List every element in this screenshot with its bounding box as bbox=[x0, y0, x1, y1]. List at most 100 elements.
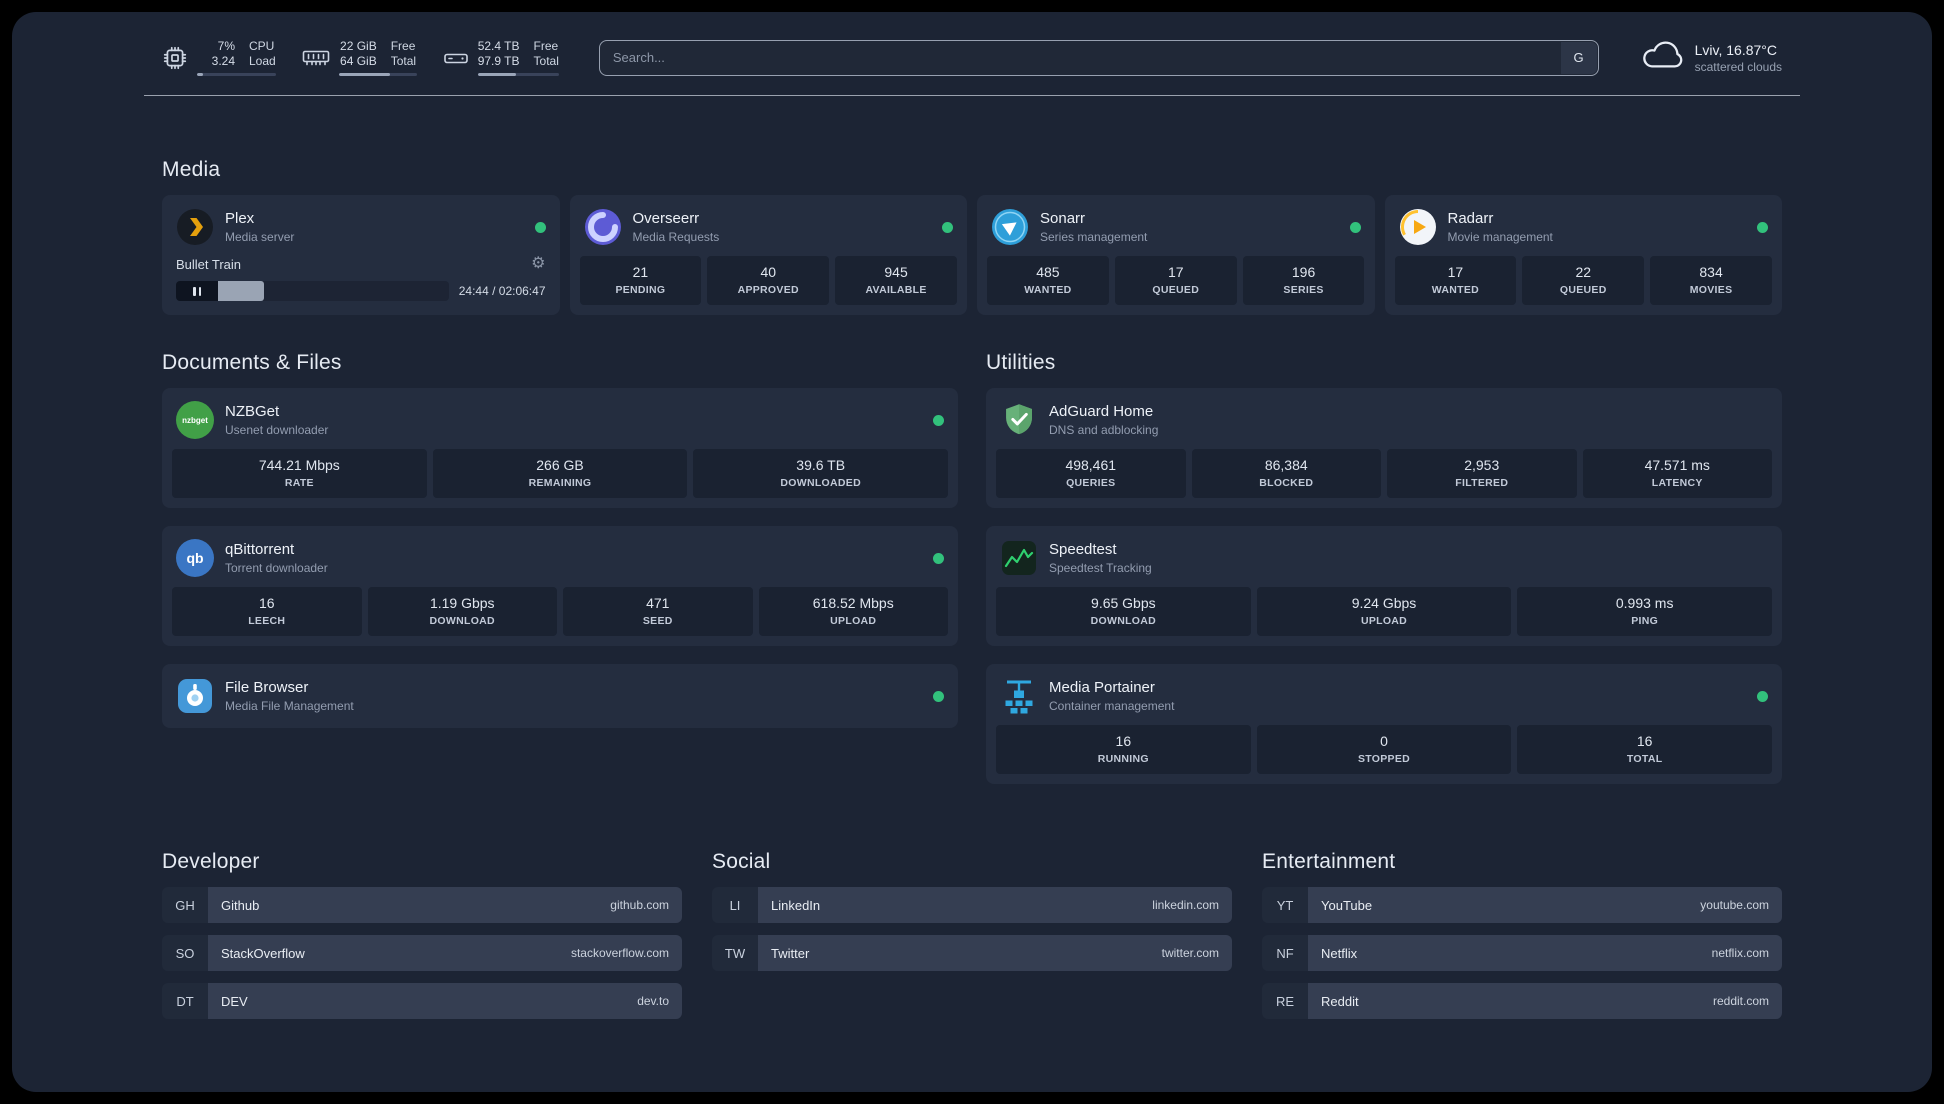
bookmark-name: Twitter bbox=[771, 945, 810, 961]
section-title-entertainment: Entertainment bbox=[1262, 850, 1396, 873]
stat-pending: 21 PENDING bbox=[579, 256, 702, 305]
memory-icon bbox=[302, 48, 330, 68]
cpu-load-value: 3.24 bbox=[211, 54, 235, 68]
service-desc: Media Requests bbox=[632, 230, 720, 244]
bookmark-github[interactable]: GH Github github.com bbox=[162, 887, 682, 923]
bookmark-name: Github bbox=[221, 897, 260, 913]
card-filebrowser[interactable]: File Browser Media File Management bbox=[162, 664, 958, 728]
card-nzbget[interactable]: nzbget NZBGet Usenet downloader 744.21 M… bbox=[162, 388, 958, 508]
service-desc: Media server bbox=[225, 230, 295, 244]
pause-button[interactable] bbox=[176, 281, 218, 301]
bookmark-name: YouTube bbox=[1321, 897, 1373, 913]
top-bar: 7% 3.24 CPU Load bbox=[162, 38, 1782, 77]
search: G bbox=[598, 39, 1599, 76]
cpu-label: CPU bbox=[249, 39, 275, 53]
bookmark-netflix[interactable]: NF Netflix netflix.com bbox=[1262, 935, 1782, 971]
playback-progress-bar[interactable] bbox=[218, 281, 449, 301]
stat-queued: 22 QUEUED bbox=[1522, 256, 1645, 305]
radarr-icon bbox=[1399, 208, 1437, 246]
bookmark-url: twitter.com bbox=[1161, 946, 1219, 960]
bookmark-dev[interactable]: DT DEV dev.to bbox=[162, 983, 682, 1019]
portainer-icon bbox=[1000, 677, 1038, 715]
bookmark-group-social: Social LI LinkedIn linkedin.com TW Twitt… bbox=[712, 850, 1232, 1031]
bookmark-twitter[interactable]: TW Twitter twitter.com bbox=[712, 935, 1232, 971]
card-speedtest[interactable]: Speedtest Speedtest Tracking 9.65 Gbps D… bbox=[986, 526, 1782, 646]
cpu-widget: 7% 3.24 CPU Load bbox=[162, 39, 276, 76]
stat-upload: 618.52 Mbps UPLOAD bbox=[758, 587, 948, 636]
bookmark-linkedin[interactable]: LI LinkedIn linkedin.com bbox=[712, 887, 1232, 923]
disk-total-label: Total bbox=[533, 54, 559, 68]
bookmark-url: youtube.com bbox=[1700, 898, 1769, 912]
stat-remaining: 266 GB REMAINING bbox=[432, 449, 688, 498]
cpu-percent: 7% bbox=[217, 39, 235, 53]
cpu-icon bbox=[162, 45, 188, 71]
search-provider-button[interactable]: G bbox=[1560, 41, 1597, 74]
stat-rate: 744.21 Mbps RATE bbox=[172, 449, 427, 498]
disk-usage-bar bbox=[477, 73, 559, 76]
card-overseerr[interactable]: Overseerr Media Requests 21 PENDING 40 A… bbox=[569, 195, 967, 315]
disk-free-value: 52.4 TB bbox=[477, 39, 520, 53]
service-desc: Usenet downloader bbox=[225, 423, 329, 437]
bookmark-url: stackoverflow.com bbox=[570, 946, 669, 960]
service-name: Sonarr bbox=[1040, 210, 1086, 227]
filebrowser-icon bbox=[176, 677, 214, 715]
memory-usage-bar bbox=[338, 73, 417, 76]
service-desc: Speedtest Tracking bbox=[1049, 561, 1152, 575]
service-desc: Media File Management bbox=[225, 699, 354, 713]
bookmark-abbr: TW bbox=[712, 935, 758, 971]
section-title-utilities: Utilities bbox=[986, 351, 1056, 374]
service-name: qBittorrent bbox=[225, 541, 295, 558]
status-dot bbox=[933, 690, 944, 702]
disk-widget: 52.4 TB 97.9 TB Free Total bbox=[443, 39, 559, 76]
bookmark-stackoverflow[interactable]: SO StackOverflow stackoverflow.com bbox=[162, 935, 682, 971]
dashboard-panel: 7% 3.24 CPU Load bbox=[12, 12, 1932, 1092]
bookmark-youtube[interactable]: YT YouTube youtube.com bbox=[1262, 887, 1782, 923]
service-name: Radarr bbox=[1447, 210, 1494, 227]
stat-total: 16 TOTAL bbox=[1517, 725, 1773, 774]
bookmark-abbr: YT bbox=[1262, 887, 1308, 923]
bookmark-abbr: GH bbox=[162, 887, 208, 923]
stat-downloaded: 39.6 TB DOWNLOADED bbox=[693, 449, 949, 498]
search-input[interactable] bbox=[598, 39, 1599, 76]
weather-widget: Lviv, 16.87°C scattered clouds bbox=[1639, 38, 1782, 77]
section-media: Media Plex Media server bbox=[162, 158, 1782, 315]
card-portainer[interactable]: Media Portainer Container management 16 … bbox=[986, 664, 1782, 784]
service-name: File Browser bbox=[225, 679, 309, 696]
section-title-documents: Documents & Files bbox=[162, 351, 342, 374]
card-qbittorrent[interactable]: qb qBittorrent Torrent downloader 16 LEE… bbox=[162, 526, 958, 646]
memory-total-label: Total bbox=[390, 54, 417, 68]
status-dot bbox=[933, 414, 944, 426]
status-dot bbox=[1757, 690, 1768, 702]
stat-queued: 17 QUEUED bbox=[1114, 256, 1237, 305]
bookmark-url: dev.to bbox=[637, 994, 669, 1008]
service-name: Plex bbox=[225, 210, 255, 227]
bookmark-name: DEV bbox=[221, 993, 248, 1009]
status-dot bbox=[933, 552, 944, 564]
section-title-developer: Developer bbox=[162, 850, 260, 873]
weather-condition: scattered clouds bbox=[1694, 59, 1782, 74]
service-desc: Series management bbox=[1040, 230, 1148, 244]
disk-total-value: 97.9 TB bbox=[477, 54, 520, 68]
card-plex[interactable]: Plex Media server Bullet Train ⚙ bbox=[162, 195, 560, 315]
playback-progress-fill bbox=[218, 281, 265, 301]
memory-free-label: Free bbox=[390, 39, 416, 53]
card-radarr[interactable]: Radarr Movie management 17 WANTED 22 QUE… bbox=[1384, 195, 1782, 315]
qbittorrent-icon: qb bbox=[176, 539, 214, 577]
bookmark-reddit[interactable]: RE Reddit reddit.com bbox=[1262, 983, 1782, 1019]
plex-icon bbox=[176, 208, 214, 246]
card-adguard[interactable]: AdGuard Home DNS and adblocking 498,461 … bbox=[986, 388, 1782, 508]
sonarr-icon bbox=[991, 208, 1029, 246]
gear-icon[interactable]: ⚙ bbox=[531, 255, 546, 272]
card-sonarr[interactable]: Sonarr Series management 485 WANTED 17 Q… bbox=[977, 195, 1375, 315]
section-utilities: Utilities AdGuard Home bbox=[986, 351, 1782, 784]
bookmark-url: netflix.com bbox=[1711, 946, 1769, 960]
stat-movies: 834 MOVIES bbox=[1650, 256, 1772, 305]
stat-blocked: 86,384 BLOCKED bbox=[1191, 449, 1381, 498]
memory-widget: 22 GiB 64 GiB Free Total bbox=[302, 39, 417, 76]
bookmark-name: Reddit bbox=[1321, 993, 1359, 1009]
now-playing-title: Bullet Train bbox=[176, 256, 242, 272]
stat-download: 9.65 Gbps DOWNLOAD bbox=[996, 587, 1251, 636]
memory-free-value: 22 GiB bbox=[340, 39, 377, 53]
status-dot bbox=[1757, 221, 1768, 233]
